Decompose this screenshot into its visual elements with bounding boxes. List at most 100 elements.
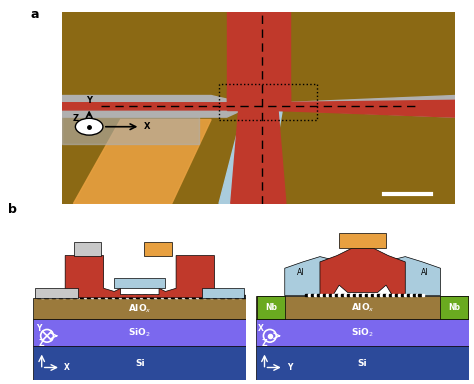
Text: Au: Au: [82, 244, 92, 253]
Polygon shape: [73, 119, 211, 204]
Bar: [150, 295, 154, 298]
Bar: [175, 295, 178, 298]
Bar: [256, 296, 469, 319]
Bar: [353, 293, 356, 296]
Bar: [305, 293, 308, 296]
Text: PMMA: PMMA: [115, 268, 144, 277]
Bar: [416, 293, 418, 296]
Bar: [398, 293, 400, 296]
Bar: [87, 295, 91, 298]
Bar: [42, 295, 44, 298]
Text: Y: Y: [287, 363, 292, 372]
Bar: [323, 293, 326, 296]
Bar: [105, 295, 108, 298]
Bar: [371, 293, 374, 296]
Circle shape: [75, 118, 103, 135]
Bar: [182, 295, 185, 298]
Bar: [410, 293, 412, 296]
Bar: [73, 242, 101, 256]
Text: Z: Z: [73, 114, 79, 123]
Bar: [404, 293, 406, 296]
Polygon shape: [219, 12, 282, 204]
Bar: [317, 293, 320, 296]
Polygon shape: [62, 103, 262, 110]
Bar: [94, 295, 98, 298]
Bar: [147, 295, 150, 298]
Bar: [143, 295, 147, 298]
Text: X: X: [144, 122, 151, 131]
Text: SiO$_2$: SiO$_2$: [128, 326, 151, 339]
Bar: [225, 295, 227, 298]
Bar: [422, 293, 424, 296]
Text: Y: Y: [36, 324, 41, 333]
Bar: [359, 293, 362, 296]
Bar: [98, 295, 100, 298]
Bar: [59, 295, 63, 298]
Bar: [33, 298, 246, 319]
Polygon shape: [392, 257, 440, 296]
Bar: [227, 91, 290, 110]
Text: Nb: Nb: [448, 303, 460, 312]
Text: Al: Al: [297, 268, 304, 277]
Bar: [133, 295, 136, 298]
Bar: [339, 233, 386, 248]
Bar: [108, 295, 112, 298]
Bar: [228, 295, 231, 298]
Polygon shape: [282, 96, 455, 117]
Bar: [412, 293, 416, 296]
Bar: [238, 295, 241, 298]
Bar: [213, 295, 217, 298]
Bar: [365, 293, 368, 296]
Text: SiO$_2$: SiO$_2$: [351, 326, 374, 339]
Bar: [389, 293, 392, 296]
Bar: [356, 293, 358, 296]
Bar: [196, 295, 199, 298]
Text: AlO$_x$: AlO$_x$: [351, 301, 374, 314]
Bar: [65, 295, 69, 298]
Bar: [407, 293, 410, 296]
Bar: [246, 295, 248, 298]
Text: Al: Al: [53, 289, 60, 298]
Bar: [326, 293, 328, 296]
Bar: [164, 295, 168, 298]
Bar: [206, 295, 210, 298]
Text: Al: Al: [421, 268, 428, 277]
Bar: [350, 293, 352, 296]
Text: Au: Au: [357, 236, 368, 245]
Bar: [119, 295, 121, 298]
Bar: [368, 293, 370, 296]
Text: Si: Si: [135, 359, 145, 368]
Bar: [101, 295, 105, 298]
Bar: [256, 319, 469, 346]
Bar: [45, 295, 48, 298]
Polygon shape: [285, 257, 333, 296]
Bar: [335, 293, 338, 296]
Bar: [73, 295, 76, 298]
Bar: [392, 293, 394, 296]
Polygon shape: [227, 12, 290, 103]
Bar: [347, 293, 350, 296]
Bar: [114, 278, 165, 288]
Bar: [235, 295, 238, 298]
Bar: [332, 293, 334, 296]
Bar: [202, 288, 245, 298]
Bar: [126, 295, 128, 298]
Bar: [394, 293, 398, 296]
Text: Y: Y: [86, 96, 92, 105]
Bar: [377, 293, 380, 296]
Bar: [314, 293, 316, 296]
Bar: [178, 295, 182, 298]
Polygon shape: [262, 100, 455, 117]
Bar: [161, 295, 164, 298]
Bar: [84, 295, 86, 298]
Text: PMMA: PMMA: [348, 266, 377, 275]
Bar: [77, 295, 79, 298]
Bar: [136, 295, 140, 298]
Polygon shape: [231, 110, 286, 204]
Bar: [154, 295, 157, 298]
Text: Au: Au: [153, 244, 163, 253]
Bar: [189, 295, 192, 298]
Bar: [91, 295, 93, 298]
Bar: [257, 296, 285, 319]
Bar: [52, 295, 55, 298]
